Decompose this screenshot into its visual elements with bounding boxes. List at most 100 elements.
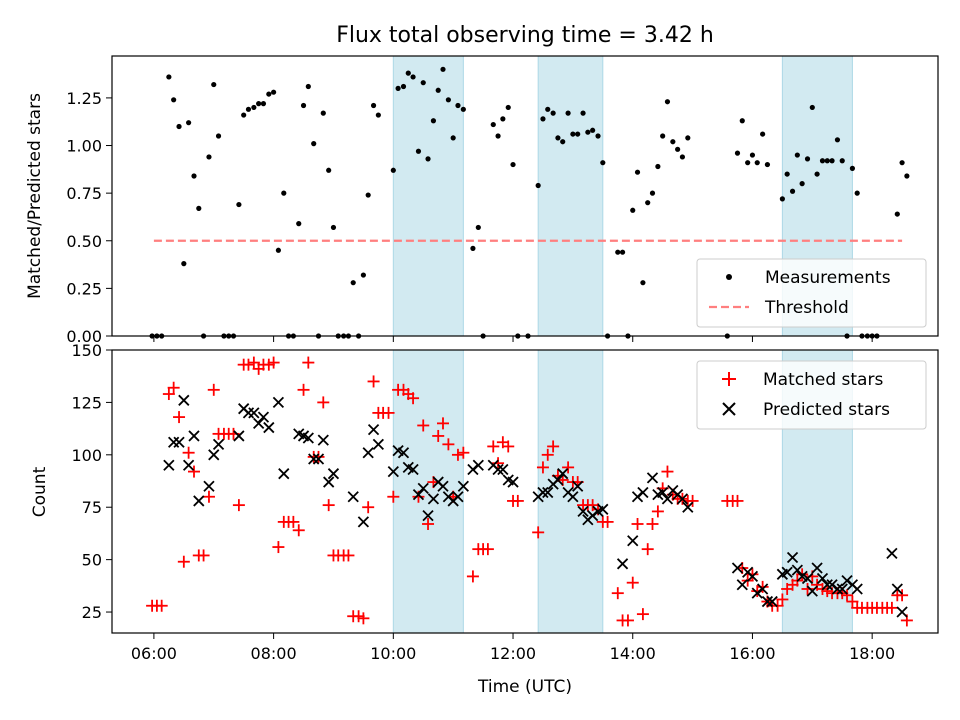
predicted-star-point xyxy=(208,449,220,461)
measurement-point xyxy=(679,154,686,160)
matched-star-point xyxy=(232,499,245,512)
matched-star-point xyxy=(292,524,305,537)
predicted-star-point xyxy=(597,503,609,515)
predicted-star-point xyxy=(791,564,803,576)
bottom-legend-box xyxy=(696,360,927,430)
measurement-point xyxy=(634,169,641,175)
measurement-point xyxy=(171,97,177,103)
measurement-point xyxy=(655,163,661,170)
measurement-point xyxy=(450,135,456,141)
measurement-point xyxy=(350,280,356,286)
matched-star-point xyxy=(432,429,445,442)
matched-star-point xyxy=(322,499,335,512)
predicted-star-point xyxy=(851,583,863,595)
matched-star-point xyxy=(636,608,649,621)
matched-star-point xyxy=(317,396,330,409)
legend-label-predicted: Predicted stars xyxy=(763,400,890,420)
measurement-point xyxy=(505,104,511,111)
predicted-star-point xyxy=(193,495,205,507)
predicted-star-point xyxy=(896,606,908,618)
measurement-point xyxy=(186,120,192,126)
measurement-point xyxy=(176,123,182,130)
measurement-point xyxy=(415,148,422,154)
top-axes-frame xyxy=(111,55,939,337)
predicted-star-point xyxy=(188,430,200,442)
matched-star-point xyxy=(631,517,644,530)
predicted-star-point xyxy=(323,476,335,488)
matched-star-point xyxy=(481,543,494,556)
chart-title: Flux total observing time = 3.42 h xyxy=(336,23,714,48)
predicted-star-point xyxy=(257,411,270,423)
predicted-star-point xyxy=(627,535,639,547)
measurement-point xyxy=(784,171,790,177)
measurement-point xyxy=(455,102,461,109)
matched-star-point xyxy=(247,356,260,369)
measurement-point xyxy=(495,133,501,139)
measurement-point xyxy=(590,127,596,133)
matched-star-point xyxy=(562,461,575,474)
predicted-star-point xyxy=(552,474,564,486)
predicted-star-point xyxy=(657,486,669,499)
measurement-point xyxy=(645,200,651,206)
measurement-point xyxy=(490,121,496,128)
predicted-star-point xyxy=(457,480,469,492)
measurement-point xyxy=(545,106,551,112)
matched-star-point xyxy=(207,383,220,396)
matched-star-point xyxy=(267,356,280,369)
bottom-panel: 25 50 75 100 125 150 06:00 08:00 10:00 12:00 14:00… xyxy=(30,341,939,697)
matched-star-point xyxy=(626,576,639,589)
measurement-point xyxy=(565,110,571,116)
measurement-point xyxy=(360,272,366,278)
measurement-point xyxy=(260,101,267,107)
matched-star-point xyxy=(287,515,300,528)
matched-star-point xyxy=(801,582,814,595)
measurement-point xyxy=(764,161,771,168)
matched-star-point xyxy=(173,411,186,424)
bottom-y-tick-label: 100 xyxy=(71,446,102,465)
matched-star-point xyxy=(885,601,898,614)
predicted-star-point xyxy=(472,459,484,471)
measurement-point xyxy=(405,70,411,76)
top-y-tick-label: 0.25 xyxy=(66,279,102,298)
predicted-star-point xyxy=(567,491,579,503)
matched-star-point xyxy=(601,515,614,528)
measurement-point xyxy=(685,135,691,141)
predicted-star-point xyxy=(178,394,190,406)
measurement-point xyxy=(215,133,222,139)
predicted-star-point xyxy=(327,468,340,480)
top-legend-box xyxy=(696,258,927,328)
predicted-star-point xyxy=(731,562,744,574)
matched-star-point xyxy=(547,440,560,453)
x-tick-label: 10:00 xyxy=(370,644,416,663)
matched-star-point xyxy=(451,448,464,461)
top-y-tick-label: 1.00 xyxy=(66,137,102,156)
predicted-star-point xyxy=(317,434,329,446)
measurement-point xyxy=(670,139,676,145)
top-legend: Measurements Threshold xyxy=(696,258,927,328)
measurement-point xyxy=(425,156,431,162)
predicted-star-point xyxy=(253,417,265,430)
measurement-point xyxy=(754,160,760,166)
measurement-point xyxy=(824,158,830,164)
predicted-star-point xyxy=(542,486,554,499)
x-tick-label: 12:00 xyxy=(490,644,536,663)
predicted-star-point xyxy=(801,572,814,585)
bottom-y-axis-label: Count xyxy=(30,466,50,517)
top-y-axis-label: Matched/Predicted stars xyxy=(25,93,45,299)
measurement-point xyxy=(166,74,172,80)
measurement-point xyxy=(241,112,247,118)
measurement-point xyxy=(395,85,401,91)
predicted-star-point xyxy=(242,407,255,419)
matched-star-point xyxy=(746,568,759,581)
measurement-point xyxy=(275,247,281,253)
matched-star-point xyxy=(242,358,255,371)
matched-star-point xyxy=(442,438,455,451)
measurement-point xyxy=(420,80,426,86)
measurement-point xyxy=(211,81,217,88)
predicted-star-point xyxy=(736,579,748,591)
measurement-point xyxy=(181,261,187,267)
measurement-point xyxy=(410,74,416,80)
matched-star-point xyxy=(387,490,400,503)
predicted-star-point xyxy=(806,585,818,597)
measurement-point xyxy=(630,207,636,213)
